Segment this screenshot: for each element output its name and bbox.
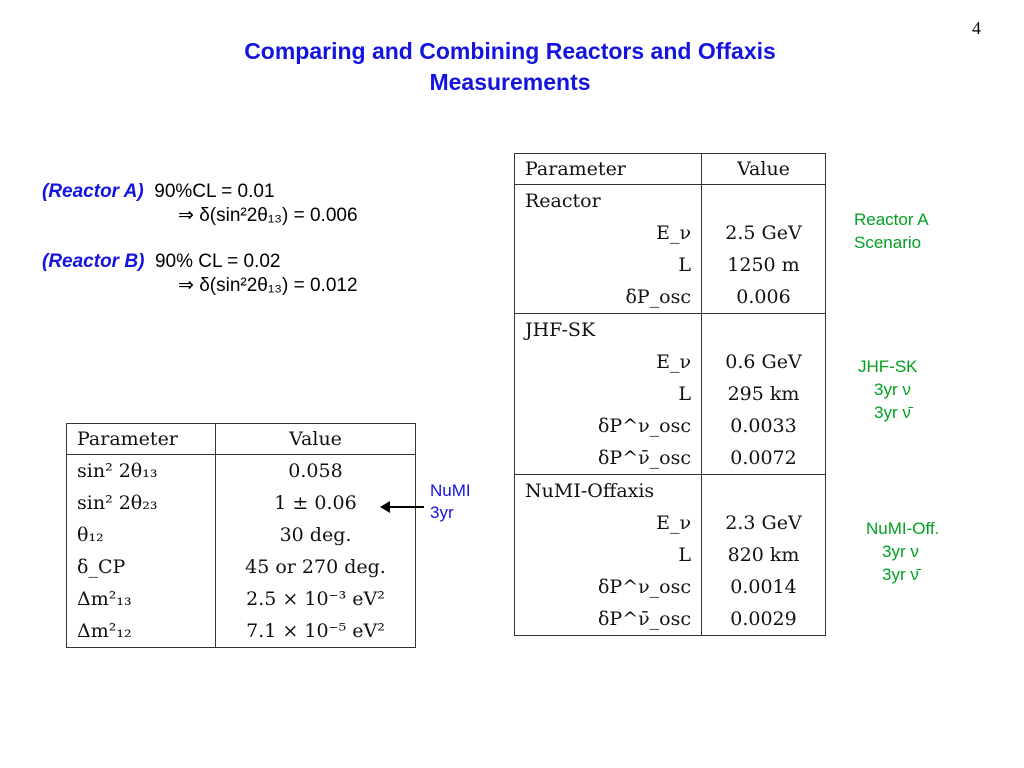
reactor-a-label: (Reactor A) (42, 181, 144, 202)
numi-note-line-2: 3yr (430, 503, 454, 522)
numi-offaxis-group: NuMI-Offaxis E_ν 2.3 GeV L 820 km δP^ν_o… (514, 474, 826, 636)
experiment-table: Parameter Value Reactor E_ν 2.5 GeV L 12… (514, 153, 826, 636)
right-table-value: 0.0029 (701, 603, 826, 636)
table-row: δP^ν_osc 0.0014 (514, 571, 826, 603)
slide-title: Comparing and Combining Reactors and Off… (120, 36, 900, 98)
left-table-value: 2.5 × 10⁻³ eV² (215, 583, 416, 615)
left-table-param: Δm²₁₃ (66, 583, 216, 615)
table-row: L 1250 m (514, 249, 826, 281)
jhf-sk-note: JHF-SK 3yr ν 3yr ν̄ (858, 355, 918, 424)
left-table-value: 7.1 × 10⁻⁵ eV² (215, 615, 416, 648)
right-table-param: δP^ν̄_osc (514, 603, 702, 636)
right-table-param: L (514, 378, 702, 410)
table-row: θ₁₂ 30 deg. (66, 519, 416, 551)
table-row: L 820 km (514, 539, 826, 571)
right-table-param: L (514, 249, 702, 281)
reactor-a-result: ⇒ δ(sin²2θ₁₃) = 0.006 (178, 205, 358, 226)
right-table-param: E_ν (514, 217, 702, 249)
arrow-shaft (388, 506, 424, 508)
table-row: E_ν 2.3 GeV (514, 507, 826, 539)
reactor-b-cl: 90% CL = 0.02 (154, 251, 281, 272)
left-table-value: 30 deg. (215, 519, 416, 551)
table-row: δP_osc 0.006 (514, 281, 826, 314)
right-table-value: 820 km (701, 539, 826, 571)
right-table-param: δP^ν_osc (514, 410, 702, 442)
table-row: NuMI-Offaxis (514, 474, 826, 507)
left-table-value: 0.058 (215, 454, 416, 487)
right-table-param: E_ν (514, 346, 702, 378)
table-row: δ_CP 45 or 270 deg. (66, 551, 416, 583)
right-table-header-value: Value (701, 153, 826, 185)
page-number: 4 (972, 18, 981, 38)
right-table-value: 2.3 GeV (701, 507, 826, 539)
right-table-value: 0.0014 (701, 571, 826, 603)
right-table-value: 0.006 (701, 281, 826, 314)
reactor-note-line-2: Scenario (854, 233, 922, 252)
left-table-param: δ_CP (66, 551, 216, 583)
title-line-1: Comparing and Combining Reactors and Off… (244, 38, 776, 64)
table-row: sin² 2θ₁₃ 0.058 (66, 454, 416, 487)
table-row: sin² 2θ₂₃ 1 ± 0.06 (66, 487, 416, 519)
left-arrow-icon (380, 501, 390, 513)
right-table-header-parameter: Parameter (514, 153, 702, 185)
reactor-b-block: (Reactor B) 90% CL = 0.02 ⇒ δ(sin²2θ₁₃) … (42, 250, 358, 298)
reactor-a-cl: 90%CL = 0.01 (154, 181, 275, 202)
reactor-a-block: (Reactor A) 90%CL = 0.01 ⇒ δ(sin²2θ₁₃) =… (42, 180, 358, 228)
table-row: Δm²₁₂ 7.1 × 10⁻⁵ eV² (66, 615, 416, 648)
right-table-param: δP^ν̄_osc (514, 442, 702, 475)
left-table-header-parameter: Parameter (66, 423, 216, 455)
right-table-param: E_ν (514, 507, 702, 539)
table-row: δP^ν_osc 0.0033 (514, 410, 826, 442)
left-table-param: sin² 2θ₂₃ (66, 487, 216, 519)
reactor-b-result: ⇒ δ(sin²2θ₁₃) = 0.012 (178, 275, 358, 296)
oscillation-parameter-table: Parameter Value sin² 2θ₁₃ 0.058 sin² 2θ₂… (66, 423, 416, 648)
left-table-value: 45 or 270 deg. (215, 551, 416, 583)
right-table-value: 295 km (701, 378, 826, 410)
right-table-param: δP^ν_osc (514, 571, 702, 603)
left-table-param: θ₁₂ (66, 519, 216, 551)
right-table-param: δP_osc (514, 281, 702, 314)
title-line-2: Measurements (429, 69, 591, 95)
group-name: NuMI-Offaxis (514, 474, 702, 507)
reactor-note-line-1: Reactor A (854, 210, 929, 229)
right-table-value: 0.0033 (701, 410, 826, 442)
right-table-value: 1250 m (701, 249, 826, 281)
table-row: JHF-SK (514, 313, 826, 346)
right-table-value: 0.0072 (701, 442, 826, 475)
reactor-scenario-note: Reactor A Scenario (854, 208, 929, 254)
right-table-value: 2.5 GeV (701, 217, 826, 249)
table-row: L 295 km (514, 378, 826, 410)
numi-note: NuMI 3yr (430, 480, 471, 524)
jhf-sk-group: JHF-SK E_ν 0.6 GeV L 295 km δP^ν_osc 0.0… (514, 313, 826, 475)
numi-off-note-line-3: 3yr ν̄ (882, 565, 919, 584)
table-row: δP^ν̄_osc 0.0072 (514, 442, 826, 475)
numi-off-note-line-2: 3yr ν (882, 542, 919, 561)
jhf-note-line-2: 3yr ν (874, 380, 911, 399)
table-row: δP^ν̄_osc 0.0029 (514, 603, 826, 636)
table-row: Δm²₁₃ 2.5 × 10⁻³ eV² (66, 583, 416, 615)
group-name: JHF-SK (514, 313, 702, 346)
table-row: E_ν 2.5 GeV (514, 217, 826, 249)
table-row: E_ν 0.6 GeV (514, 346, 826, 378)
reactor-b-label: (Reactor B) (42, 251, 145, 272)
jhf-note-line-1: JHF-SK (858, 357, 918, 376)
numi-note-line-1: NuMI (430, 481, 471, 500)
right-table-param: L (514, 539, 702, 571)
table-row: Reactor (514, 184, 826, 217)
left-table-param: sin² 2θ₁₃ (66, 454, 216, 487)
left-table-param: Δm²₁₂ (66, 615, 216, 648)
jhf-note-line-3: 3yr ν̄ (874, 403, 911, 422)
right-table-value: 0.6 GeV (701, 346, 826, 378)
numi-off-note: NuMI-Off. 3yr ν 3yr ν̄ (866, 517, 939, 586)
left-table-header-value: Value (215, 423, 416, 455)
numi-off-note-line-1: NuMI-Off. (866, 519, 940, 538)
reactor-group: Reactor E_ν 2.5 GeV L 1250 m δP_osc 0.00… (514, 184, 826, 314)
group-name: Reactor (514, 184, 702, 217)
